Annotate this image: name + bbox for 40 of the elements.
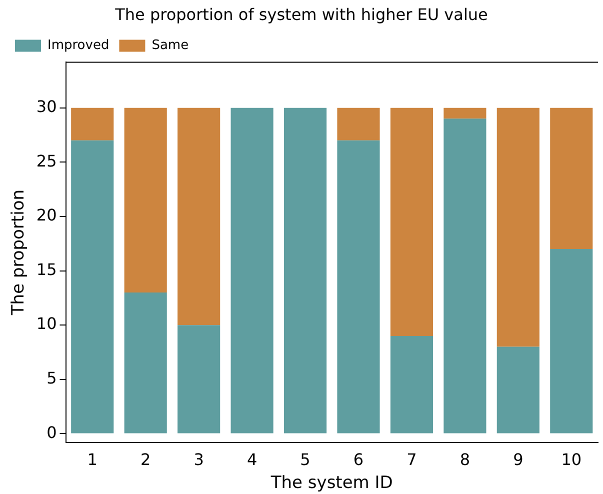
bar (71, 108, 114, 140)
x-tick-label: 10 (561, 450, 582, 470)
y-tick-label: 5 (46, 368, 57, 388)
y-tick-label: 15 (36, 260, 57, 279)
bar (390, 336, 434, 434)
bar (337, 108, 380, 140)
x-tick-label: 3 (194, 450, 204, 470)
bar (71, 140, 114, 434)
bar (496, 108, 540, 347)
bar (178, 325, 220, 434)
y-axis-title: The proportion (8, 190, 29, 316)
bar (124, 292, 167, 434)
x-axis-title: The system ID (270, 473, 393, 494)
y-tick-label: 20 (36, 206, 57, 225)
y-tick-label: 10 (36, 314, 57, 334)
x-tick-label: 9 (513, 450, 524, 470)
y-tick-label: 0 (46, 422, 57, 442)
x-tick-label: 6 (353, 450, 364, 470)
legend-label: Improved (48, 38, 110, 54)
x-tick-label: 8 (460, 450, 470, 470)
bar (444, 118, 486, 434)
bar (284, 108, 327, 434)
x-tick-label: 2 (140, 450, 151, 470)
bar (496, 346, 540, 434)
bar (550, 249, 593, 434)
y-tick-label: 30 (36, 96, 57, 116)
legend-label: Same (152, 38, 189, 54)
chart-title: The proportion of system with higher EU value (114, 4, 488, 24)
bar (390, 108, 434, 336)
x-tick-label: 4 (246, 450, 258, 470)
bar (230, 108, 274, 434)
bar (337, 140, 380, 434)
x-tick-label: 1 (87, 450, 98, 470)
bar (124, 108, 167, 292)
y-tick-label: 25 (36, 151, 57, 170)
x-tick-label: 7 (406, 450, 417, 470)
bar (444, 108, 486, 119)
bar (178, 108, 220, 326)
bar (550, 108, 593, 250)
x-tick-label: 5 (300, 450, 310, 470)
